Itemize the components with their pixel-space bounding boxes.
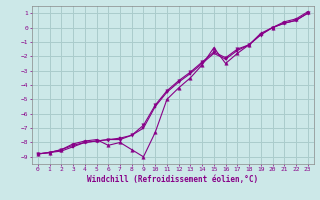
X-axis label: Windchill (Refroidissement éolien,°C): Windchill (Refroidissement éolien,°C) bbox=[87, 175, 258, 184]
